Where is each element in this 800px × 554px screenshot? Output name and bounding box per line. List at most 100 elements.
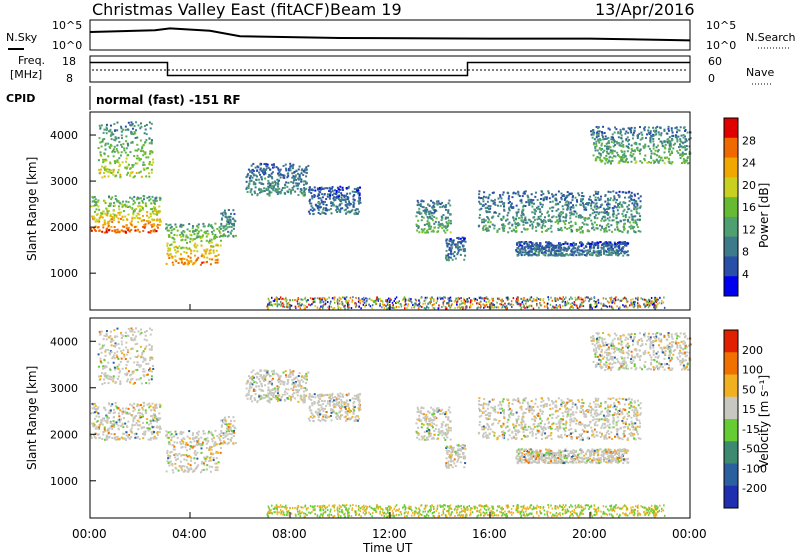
power-cell [618, 253, 621, 256]
velocity-cell [153, 435, 156, 438]
power-cell [569, 206, 572, 209]
power-cell [347, 187, 350, 190]
power-cell [548, 250, 551, 253]
power-cell [678, 129, 681, 132]
power-cell [425, 213, 428, 216]
power-cell [590, 305, 592, 308]
velocity-cell [126, 411, 129, 414]
velocity-cell [142, 370, 145, 373]
power-cell [468, 297, 471, 300]
velocity-cell [133, 415, 136, 418]
power-cell [613, 141, 616, 144]
power-cell [581, 198, 584, 201]
power-cell [462, 307, 464, 310]
power-cell [570, 305, 573, 308]
power-cell [499, 194, 502, 197]
power-cell [285, 296, 287, 299]
power-cell [269, 175, 272, 178]
power-cell [174, 245, 177, 248]
power-cell [448, 303, 450, 306]
power-cell [521, 251, 524, 254]
power-cell [563, 249, 566, 252]
power-cell [638, 212, 641, 215]
power-cell [158, 218, 161, 221]
power-cell [611, 138, 614, 141]
power-cell [333, 189, 336, 192]
power-cell [572, 213, 575, 216]
power-y-tick-2000: 2000 [50, 221, 78, 234]
power-cell [336, 207, 339, 210]
power-cell [643, 159, 646, 162]
power-cell [621, 231, 624, 234]
power-cell [251, 168, 254, 171]
power-cell [604, 226, 607, 229]
power-cell [527, 199, 530, 202]
power-cell [274, 183, 277, 186]
power-cell [419, 301, 421, 304]
power-cell [619, 128, 622, 131]
power-cell [515, 249, 518, 252]
power-cell [112, 205, 115, 208]
power-cell [316, 297, 319, 300]
power-cell [523, 305, 525, 308]
power-cell [305, 175, 308, 178]
power-cell [379, 304, 381, 307]
power-cell [295, 182, 298, 185]
power-cell [318, 204, 321, 207]
power-cell [305, 168, 308, 171]
power-cell [608, 206, 611, 209]
power-cell [340, 196, 343, 199]
power-cell [595, 202, 598, 205]
power-cell [454, 257, 457, 260]
power-cell [638, 132, 641, 135]
power-cell [263, 173, 266, 176]
power-cell [608, 305, 611, 308]
power-cell [555, 209, 558, 212]
power-cbar-swatch [724, 197, 738, 218]
power-cell [415, 215, 418, 218]
power-cell [212, 249, 215, 252]
power-cell [405, 303, 407, 306]
power-cell [636, 226, 639, 229]
power-cell [663, 129, 666, 132]
power-cell [544, 220, 547, 223]
power-cell [504, 219, 507, 222]
power-cell [147, 216, 150, 219]
power-cell [597, 196, 600, 199]
power-cell [234, 220, 237, 223]
power-cell [133, 125, 136, 128]
power-cell [259, 167, 262, 170]
power-cell [657, 144, 660, 147]
velocity-cell [103, 366, 106, 369]
power-cell [463, 300, 465, 303]
power-cell [186, 241, 189, 244]
power-cell [581, 229, 584, 232]
power-cell [601, 159, 604, 162]
power-cell [150, 139, 153, 142]
power-cell [620, 149, 623, 152]
power-cell [633, 205, 636, 208]
power-cell [448, 256, 451, 259]
power-cell [502, 191, 505, 194]
power-cell [114, 195, 117, 198]
power-cell [358, 196, 361, 199]
power-cell [300, 188, 303, 191]
velocity-cell [98, 330, 101, 333]
power-cell [611, 219, 614, 222]
power-cell [623, 201, 626, 204]
power-cell [126, 142, 129, 145]
power-cell [337, 198, 340, 201]
velocity-cell [104, 430, 107, 433]
velocity-cell [122, 334, 125, 337]
power-cell [444, 231, 447, 234]
power-cell [107, 155, 110, 158]
power-cell [123, 147, 126, 150]
power-cell [350, 307, 353, 310]
power-cell [98, 137, 101, 140]
power-cell [312, 301, 315, 304]
power-cell [607, 203, 610, 206]
power-cell [206, 230, 209, 233]
power-cell [120, 143, 123, 146]
noise-right-tick-top: 10^5 [706, 19, 736, 32]
power-cell [305, 187, 308, 190]
